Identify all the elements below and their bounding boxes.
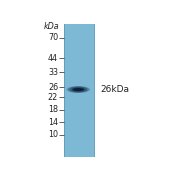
Text: 14: 14 <box>48 118 58 127</box>
Text: 26kDa: 26kDa <box>101 85 130 94</box>
Bar <box>64 24 66 158</box>
Bar <box>94 24 95 158</box>
Bar <box>64 24 65 158</box>
Ellipse shape <box>66 86 90 93</box>
Bar <box>64 24 65 158</box>
Text: 18: 18 <box>48 105 58 114</box>
Bar <box>64 24 65 158</box>
Text: 33: 33 <box>48 68 58 77</box>
Bar <box>64 24 65 158</box>
Bar <box>94 24 95 158</box>
Ellipse shape <box>72 88 84 91</box>
Bar <box>64 24 65 158</box>
Ellipse shape <box>68 86 89 93</box>
Ellipse shape <box>75 87 82 91</box>
Bar <box>64 24 95 158</box>
Ellipse shape <box>70 87 87 92</box>
Text: kDa: kDa <box>44 22 59 31</box>
Text: 44: 44 <box>48 54 58 63</box>
Text: 10: 10 <box>48 130 58 139</box>
Bar <box>94 24 95 158</box>
Text: 26: 26 <box>48 83 58 92</box>
Ellipse shape <box>72 87 85 92</box>
Text: 22: 22 <box>48 93 58 102</box>
Text: 70: 70 <box>48 33 58 42</box>
Bar <box>94 24 95 158</box>
